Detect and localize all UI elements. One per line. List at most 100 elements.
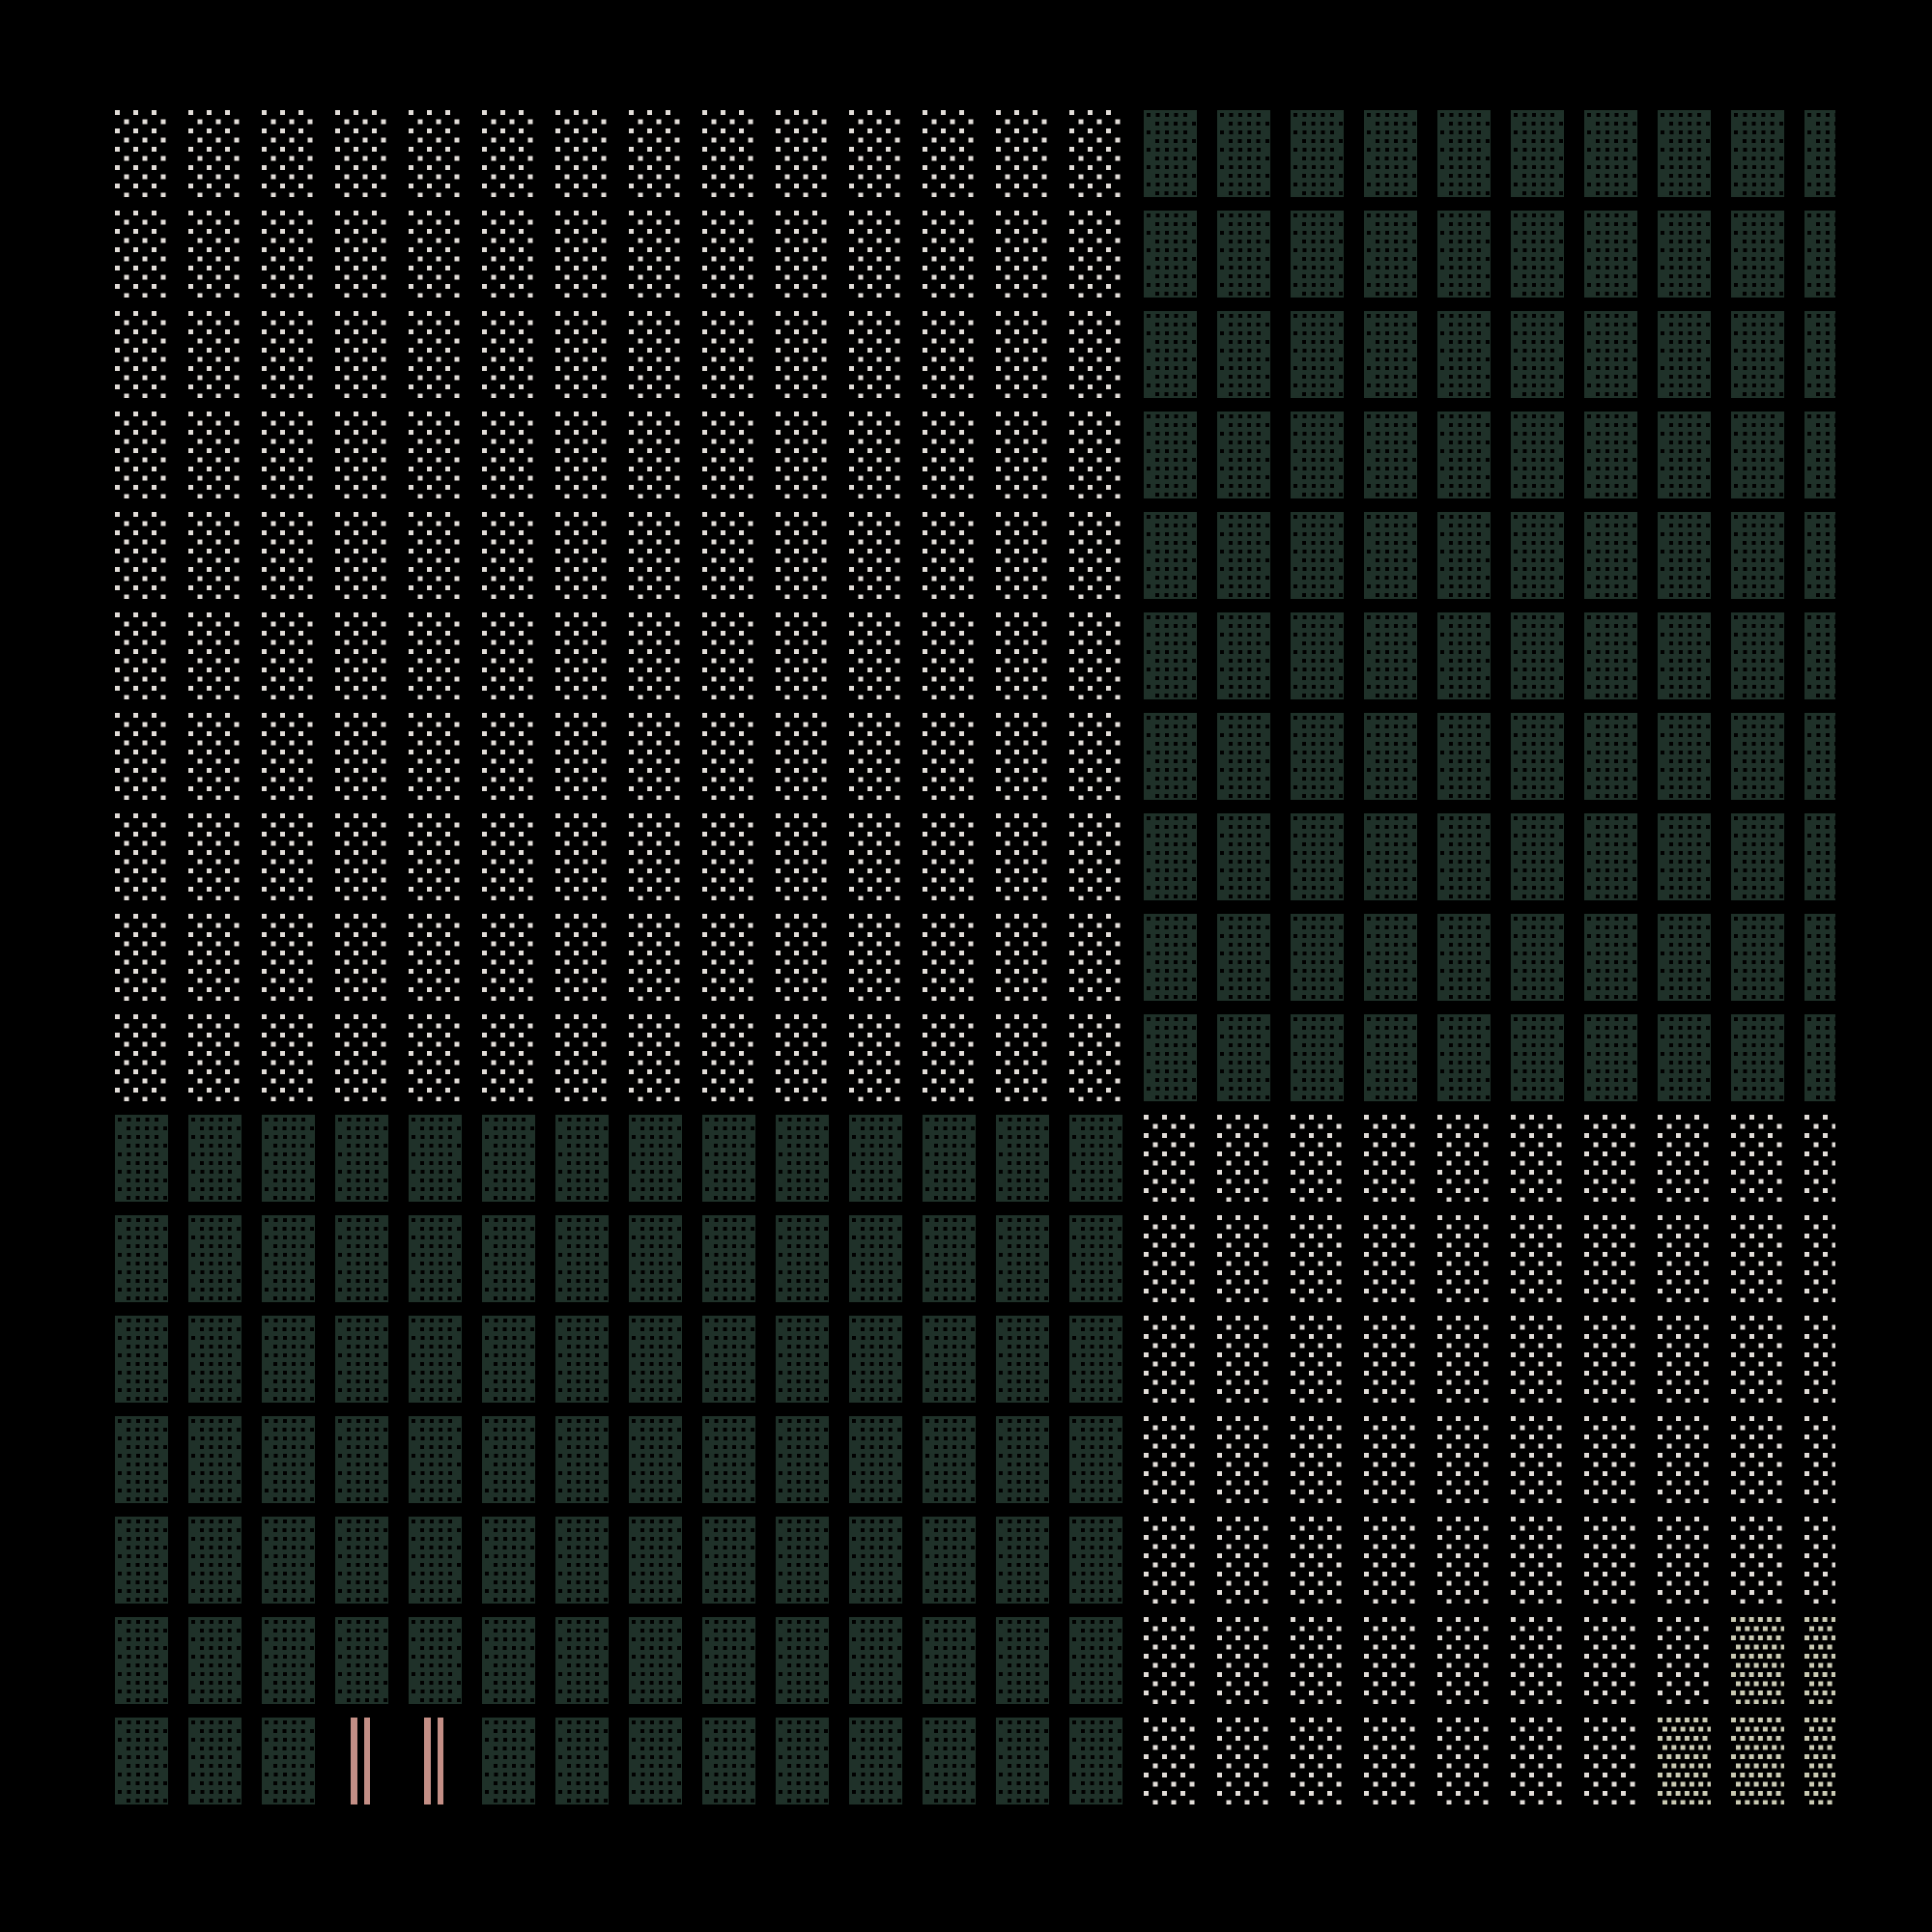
tile-green-mesh xyxy=(996,1617,1049,1704)
tile-sparse-dots xyxy=(188,914,242,1001)
tile-sparse-dots xyxy=(409,612,462,699)
tile-green-mesh xyxy=(1804,1014,1835,1101)
tile-green-mesh xyxy=(629,1517,682,1604)
tile-sparse-dots xyxy=(1437,1718,1491,1804)
tile-dense-dots xyxy=(1731,1617,1784,1704)
tile-green-mesh xyxy=(1291,914,1344,1001)
tile-sparse-dots xyxy=(1437,1617,1491,1704)
tile-sparse-dots xyxy=(1658,1115,1711,1202)
tile-green-mesh xyxy=(262,1617,315,1704)
tile-sparse-dots xyxy=(923,914,976,1001)
tile-sparse-dots xyxy=(849,412,902,498)
tile-green-mesh xyxy=(482,1718,535,1804)
tile-green-mesh xyxy=(1804,914,1835,1001)
tile-green-mesh xyxy=(1804,813,1835,900)
mosaic-clip xyxy=(115,110,1835,1804)
tile-green-mesh xyxy=(1291,713,1344,800)
tile-sparse-dots xyxy=(188,512,242,599)
tile-sparse-dots xyxy=(1364,1416,1417,1503)
tile-green-mesh xyxy=(1511,813,1564,900)
tile-sparse-dots xyxy=(1584,1115,1637,1202)
tile-sparse-dots xyxy=(335,412,388,498)
tile-green-mesh xyxy=(409,1316,462,1403)
tile-green-mesh xyxy=(776,1718,829,1804)
tile-green-mesh xyxy=(849,1115,902,1202)
tile-green-mesh xyxy=(702,1215,755,1302)
tile-green-mesh xyxy=(1364,713,1417,800)
tile-green-mesh xyxy=(188,1517,242,1604)
tile-green-mesh xyxy=(1731,1014,1784,1101)
tile-sparse-dots xyxy=(188,713,242,800)
tile-sparse-dots xyxy=(1217,1617,1270,1704)
tile-sparse-dots xyxy=(702,612,755,699)
tile-green-mesh xyxy=(1069,1316,1122,1403)
tile-green-mesh xyxy=(188,1416,242,1503)
tile-dense-dots xyxy=(1731,1718,1784,1804)
tile-sparse-dots xyxy=(849,713,902,800)
tile-sparse-dots xyxy=(262,713,315,800)
tile-green-mesh xyxy=(702,1517,755,1604)
tile-green-mesh xyxy=(1658,612,1711,699)
tile-green-mesh xyxy=(1437,211,1491,298)
tile-green-mesh xyxy=(776,1617,829,1704)
tile-green-mesh xyxy=(335,1416,388,1503)
tile-green-mesh xyxy=(1144,1014,1197,1101)
tile-green-mesh xyxy=(1437,311,1491,398)
tile-sparse-dots xyxy=(188,612,242,699)
tile-sparse-dots xyxy=(923,412,976,498)
tile-sparse-dots xyxy=(555,914,609,1001)
tile-sparse-dots xyxy=(1069,1014,1122,1101)
tile-sparse-dots xyxy=(482,612,535,699)
tile-green-mesh xyxy=(1584,512,1637,599)
tile-sparse-dots xyxy=(923,211,976,298)
tile-green-mesh xyxy=(1511,110,1564,197)
tile-sparse-dots xyxy=(629,813,682,900)
tile-sparse-dots xyxy=(776,813,829,900)
tile-green-mesh xyxy=(1658,412,1711,498)
tile-sparse-dots xyxy=(1217,1115,1270,1202)
tile-green-mesh xyxy=(629,1215,682,1302)
tile-green-mesh xyxy=(1658,713,1711,800)
tile-green-mesh xyxy=(1511,211,1564,298)
tile-sparse-dots xyxy=(702,713,755,800)
tile-sparse-dots xyxy=(1584,1517,1637,1604)
tile-sparse-dots xyxy=(776,914,829,1001)
tile-sparse-dots xyxy=(1731,1517,1784,1604)
tile-sparse-dots xyxy=(776,211,829,298)
tile-green-mesh xyxy=(115,1316,168,1403)
tile-sparse-dots xyxy=(1069,512,1122,599)
tile-green-mesh xyxy=(1364,311,1417,398)
tile-green-mesh xyxy=(1658,110,1711,197)
tile-sparse-dots xyxy=(1731,1215,1784,1302)
tile-green-mesh xyxy=(1658,813,1711,900)
tile-sparse-dots xyxy=(1291,1517,1344,1604)
tile-sparse-dots xyxy=(1511,1316,1564,1403)
tile-sparse-dots xyxy=(849,813,902,900)
tile-green-mesh xyxy=(1364,813,1417,900)
tile-sparse-dots xyxy=(996,311,1049,398)
tile-sparse-dots xyxy=(1069,412,1122,498)
tile-sparse-dots xyxy=(482,211,535,298)
tile-sparse-dots xyxy=(409,914,462,1001)
tile-sparse-dots xyxy=(702,311,755,398)
tile-sparse-dots xyxy=(555,1014,609,1101)
tile-green-mesh xyxy=(923,1718,976,1804)
tile-sparse-dots xyxy=(1804,1316,1835,1403)
tile-green-mesh xyxy=(482,1115,535,1202)
tile-sparse-dots xyxy=(1217,1718,1270,1804)
tile-sparse-dots xyxy=(1144,1215,1197,1302)
tile-green-mesh xyxy=(1437,512,1491,599)
tile-sparse-dots xyxy=(482,813,535,900)
tile-sparse-dots xyxy=(849,914,902,1001)
tile-green-mesh xyxy=(1584,813,1637,900)
tile-sparse-dots xyxy=(482,412,535,498)
tile-sparse-dots xyxy=(776,412,829,498)
tile-green-mesh xyxy=(1731,211,1784,298)
tile-green-mesh xyxy=(1291,110,1344,197)
tile-sparse-dots xyxy=(1584,1718,1637,1804)
tile-green-mesh xyxy=(1511,914,1564,1001)
tile-sparse-dots xyxy=(1584,1215,1637,1302)
tile-sparse-dots xyxy=(1069,311,1122,398)
tile-green-mesh xyxy=(1804,713,1835,800)
tile-sparse-dots xyxy=(629,713,682,800)
